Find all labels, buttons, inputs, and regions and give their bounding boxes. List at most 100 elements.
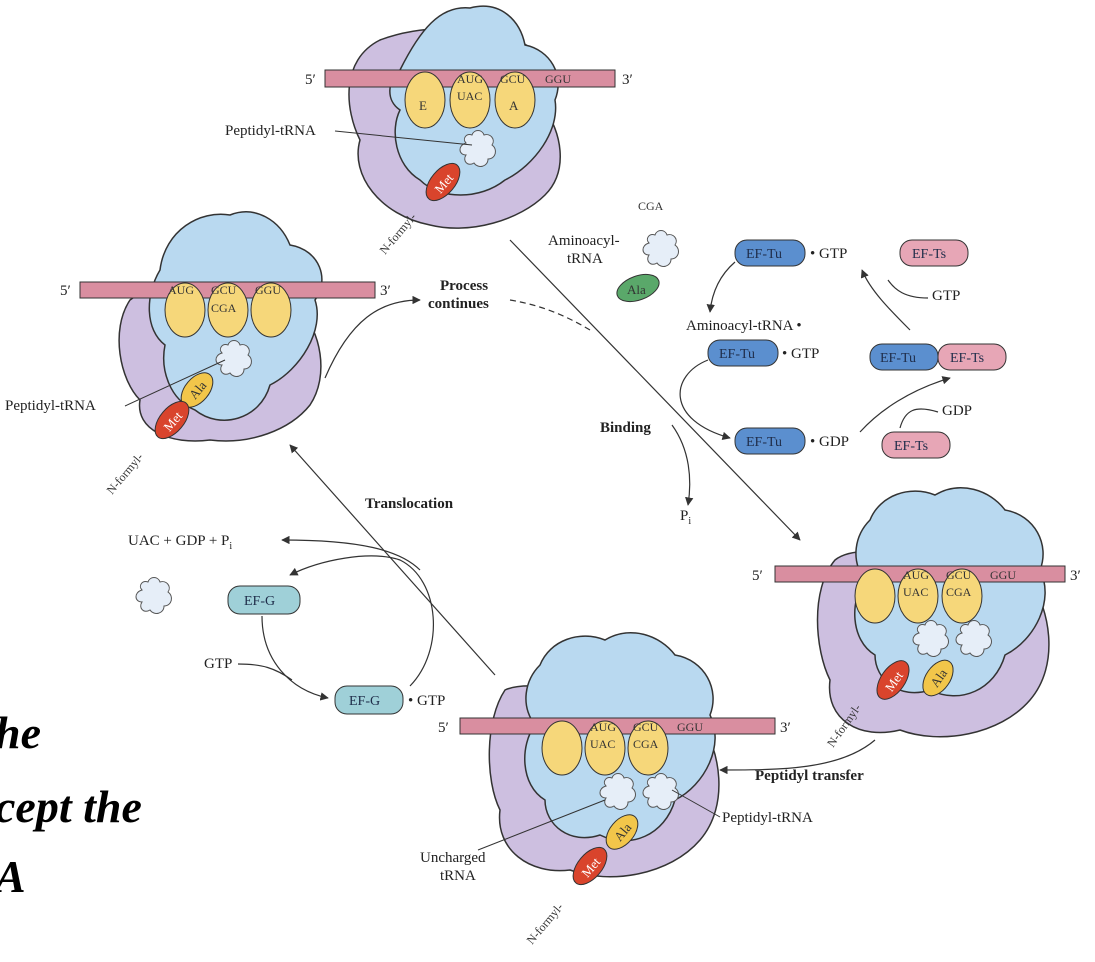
- ala-residue: [616, 273, 660, 303]
- ef-ts-label: EF-Ts: [894, 439, 928, 454]
- e-site: [250, 282, 292, 338]
- ef-ts-box: [899, 239, 969, 267]
- translocation-label: Translocation: [365, 496, 454, 512]
- prime3: 3′: [380, 283, 391, 299]
- translocation-products: UAC + GDP + Pi: [128, 533, 232, 552]
- prime3: 3′: [622, 72, 633, 88]
- e-site: [541, 720, 583, 776]
- binding-label: Binding: [600, 420, 651, 436]
- peptidyl-trna-label: Peptidyl-tRNA: [5, 398, 96, 414]
- arrow: [281, 535, 421, 571]
- gtp-label: • GTP: [810, 246, 847, 262]
- arrow: [860, 269, 911, 331]
- arrow-dashed: [509, 299, 591, 331]
- e-site: [404, 71, 446, 129]
- codon: GCU: [500, 72, 526, 86]
- ef-tu-cycle: CGA Ala Aminoacyl- tRNA EF-Tu • GTP EF-T…: [548, 199, 1007, 527]
- codon: GGU: [255, 283, 281, 297]
- met-residue: [425, 162, 461, 202]
- prime5: 5′: [60, 283, 71, 299]
- anticodon: CGA: [633, 737, 659, 751]
- aminoacyl-complex-label: Aminoacyl-tRNA •: [686, 318, 802, 334]
- e-site-label: E: [419, 98, 427, 113]
- gdp-label: GDP: [942, 403, 972, 419]
- arrow: [289, 444, 496, 676]
- p-site: [584, 720, 626, 776]
- gtp-label: • GTP: [782, 346, 819, 362]
- aminoacyl-trna-label: Aminoacyl-: [548, 233, 620, 249]
- a-site: [494, 71, 536, 129]
- nformyl-label: N-formyl-: [104, 450, 146, 497]
- ef-tu-box: [734, 427, 806, 455]
- arrow: [509, 239, 801, 541]
- overlay-text: he: [0, 707, 41, 758]
- gdp-label: • GDP: [810, 434, 849, 450]
- trna-icon: [642, 230, 679, 267]
- uncharged-label: Uncharged: [420, 850, 486, 866]
- arrow: [899, 408, 939, 429]
- anticodon: UAC: [457, 89, 482, 103]
- p-site: [449, 71, 491, 129]
- arrow: [237, 663, 293, 681]
- arrow: [324, 295, 421, 379]
- prime3: 3′: [780, 720, 791, 736]
- process-continues-label: continues: [428, 296, 489, 312]
- codon: GCU: [946, 568, 972, 582]
- anticodon: UAC: [903, 585, 928, 599]
- gtp-label: GTP: [932, 288, 960, 304]
- arrow: [887, 279, 929, 299]
- codon: AUG: [457, 72, 483, 86]
- codon: GCU: [633, 720, 659, 734]
- ef-tu-label: EF-Tu: [880, 351, 916, 366]
- a-site-label: A: [509, 98, 519, 113]
- prime5: 5′: [752, 568, 763, 584]
- gtp-label: • GTP: [408, 693, 445, 709]
- ef-tu-box: [734, 239, 806, 267]
- ef-ts-box: [881, 431, 951, 459]
- nformyl-label: N-formyl-: [377, 210, 419, 257]
- ef-g-label: EF-G: [349, 694, 380, 709]
- anticodon: CGA: [946, 585, 972, 599]
- ef-g-box: [334, 685, 404, 715]
- aminoacyl-trna-label: tRNA: [567, 251, 603, 267]
- nformyl-label: N-formyl-: [524, 900, 566, 947]
- arrow: [719, 739, 876, 775]
- anticodon: CGA: [211, 301, 237, 315]
- a-site: [941, 568, 983, 624]
- uncharged-label: tRNA: [440, 868, 476, 884]
- codon: GGU: [677, 720, 703, 734]
- arrow: [859, 376, 951, 433]
- gtp-label: GTP: [204, 656, 232, 672]
- process-continues-label: Process: [440, 278, 488, 294]
- peptidyl-trna-label: Peptidyl-tRNA: [722, 810, 813, 826]
- ef-g-cycle: UAC + GDP + Pi EF-G EF-G • GTP GTP Trans…: [128, 496, 454, 715]
- arrow: [289, 555, 434, 687]
- anticodon: CGA: [638, 199, 664, 213]
- overlay-text: A: [0, 851, 26, 902]
- prime5: 5′: [438, 720, 449, 736]
- prime3: 3′: [1070, 568, 1081, 584]
- ef-tu-label: EF-Tu: [719, 347, 755, 362]
- ef-ts-box: [937, 343, 1007, 371]
- arrow: [706, 261, 736, 313]
- a-site: [207, 282, 249, 338]
- prime5: 5′: [305, 72, 316, 88]
- arrow: [671, 424, 694, 506]
- p-site: [897, 568, 939, 624]
- ala-label: Ala: [627, 282, 646, 297]
- met-residue: [154, 400, 190, 440]
- ef-tu-box: [707, 339, 779, 367]
- codon: GGU: [990, 568, 1016, 582]
- ribosome-right: 5′ 3′ AUG GCU GGU UAC CGA Ala Met N-form…: [752, 487, 1081, 750]
- anticodon: UAC: [590, 737, 615, 751]
- cycle-arrows: [289, 239, 876, 775]
- p-site: [164, 282, 206, 338]
- leader-line: [671, 789, 721, 818]
- codon: GGU: [545, 72, 571, 86]
- leader-line: [334, 130, 473, 146]
- codon: AUG: [168, 283, 194, 297]
- codon: GCU: [211, 283, 237, 297]
- ef-g-box: [227, 585, 301, 615]
- ribosome-left: 5′ 3′ AUG GCU GGU CGA Ala Met N-formyl- …: [5, 211, 391, 497]
